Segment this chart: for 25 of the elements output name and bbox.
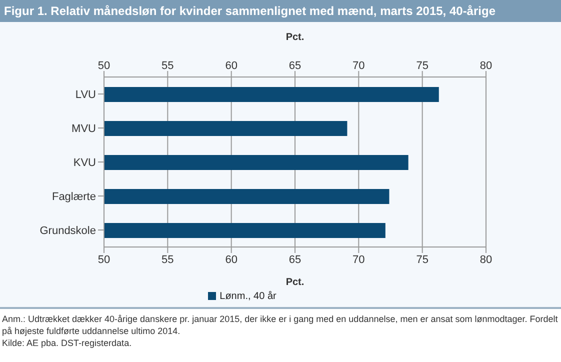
legend-label: Lønm., 40 år — [220, 291, 276, 302]
x2-tick-label: 70 — [352, 254, 365, 266]
y-tick-label: Grundskole — [40, 224, 96, 237]
x-tick-label: 50 — [98, 60, 110, 72]
text: Kilde: AE pba. DST-registerdata. — [2, 337, 133, 349]
x-tick-label: 65 — [288, 60, 302, 72]
x2-tick-label: 50 — [98, 254, 110, 266]
y-tick-label: KVU — [73, 156, 96, 169]
text: Anm.: Udtrækket dækker 40-årige danskere pr. januar 2015, der ikke er i gang med en uddannelse, men er ansat som lønmodtager. Fordelt på højeste fuldførte uddannelse ultimo 2014. — [2, 313, 559, 337]
y-tick-label: LVU — [75, 88, 96, 101]
y-tick-label: MVU — [72, 122, 96, 135]
x2-tick-label: 65 — [288, 254, 302, 266]
x2-tick-label: 75 — [416, 254, 428, 266]
x-tick-label: 75 — [416, 60, 428, 72]
x2-tick-label: 55 — [162, 254, 174, 266]
x2-axis-title: Pct. — [286, 32, 304, 44]
chart-title: Figur 1. Relativ månedsløn for kvinder sammenlignet med mænd, marts 2015, 40-årige — [0, 0, 561, 22]
x-tick-label: 80 — [480, 60, 492, 72]
x-tick-label: 55 — [162, 60, 174, 72]
x-tick-label: 60 — [225, 60, 238, 72]
x-axis-title: Pct. — [286, 277, 304, 288]
x2-tick-label: 60 — [225, 254, 238, 266]
x2-tick-label: 80 — [480, 254, 492, 266]
x-tick-label: 70 — [352, 60, 365, 72]
y-tick-label: Faglærte — [52, 190, 96, 203]
